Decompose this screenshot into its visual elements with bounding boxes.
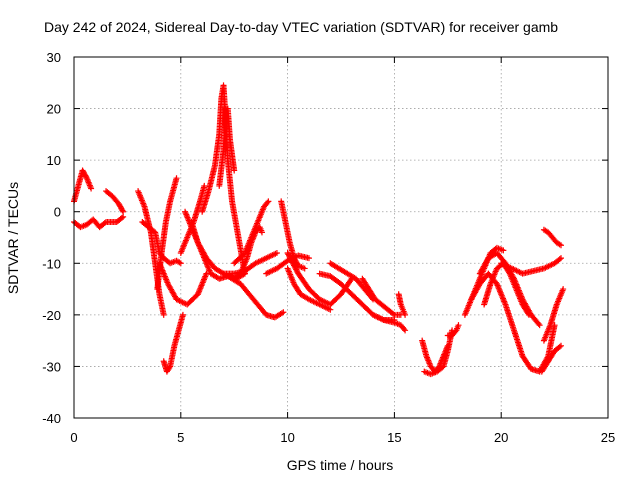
series-arc-09 xyxy=(177,182,208,256)
x-tick-label: 10 xyxy=(280,430,294,445)
y-tick-label: -40 xyxy=(42,411,61,426)
data-point xyxy=(556,256,563,263)
data-point xyxy=(525,310,532,317)
data-point xyxy=(525,311,532,318)
x-tick-label: 25 xyxy=(601,430,615,445)
data-layer xyxy=(71,82,567,378)
data-point xyxy=(560,286,567,293)
series-arc-34 xyxy=(498,255,565,277)
y-tick-label: -30 xyxy=(42,359,61,374)
tick-layer: 0 5 10 15 20 25 -40 -30 -20 -10 0 10 20 30 xyxy=(42,50,615,445)
data-point xyxy=(120,208,127,215)
data-point xyxy=(556,343,563,350)
data-point xyxy=(402,327,409,334)
series-arc-12 xyxy=(216,105,238,189)
x-tick-label: 15 xyxy=(387,430,401,445)
data-point xyxy=(452,328,459,335)
data-point xyxy=(173,175,180,182)
series-arc-17 xyxy=(237,280,287,321)
series-arc-03 xyxy=(103,188,127,215)
y-tick-label: -10 xyxy=(42,256,61,271)
chart-title: Day 242 of 2024, Sidereal Day-to-day VTE… xyxy=(44,19,558,35)
y-axis-label: SDTVAR / TECUs xyxy=(5,182,21,294)
series-arc-20 xyxy=(284,249,355,308)
data-point xyxy=(535,320,542,327)
grid-layer xyxy=(74,57,608,418)
data-point xyxy=(558,242,565,249)
series-arc-37 xyxy=(538,342,565,375)
data-point xyxy=(401,326,408,333)
series-arc-19 xyxy=(278,198,308,272)
y-tick-label: -20 xyxy=(42,308,61,323)
y-tick-label: 30 xyxy=(47,50,61,65)
data-point xyxy=(88,185,95,192)
data-point xyxy=(83,173,90,180)
data-point xyxy=(536,322,543,329)
data-point xyxy=(301,265,308,272)
data-point xyxy=(231,167,238,174)
data-point xyxy=(455,322,462,329)
series-arc-24 xyxy=(359,275,404,318)
data-point xyxy=(201,182,208,189)
x-axis-label: GPS time / hours xyxy=(287,457,394,473)
data-point xyxy=(500,247,507,254)
data-point xyxy=(273,249,280,256)
plot-border xyxy=(73,56,609,419)
data-point xyxy=(280,309,287,316)
data-point xyxy=(402,311,409,318)
data-point xyxy=(119,207,126,214)
data-point xyxy=(390,310,397,317)
data-point xyxy=(327,306,334,313)
series-arc-26 xyxy=(395,291,409,318)
data-point xyxy=(305,255,312,262)
data-point xyxy=(166,364,173,371)
series-arc-16 xyxy=(231,224,265,282)
data-point xyxy=(101,220,108,227)
y-tick-label: 0 xyxy=(54,205,61,220)
data-point xyxy=(258,229,265,236)
y-tick-label: 10 xyxy=(47,153,61,168)
series-arc-07 xyxy=(154,175,180,293)
data-point xyxy=(558,255,565,262)
data-point xyxy=(160,311,167,318)
series-arc-36 xyxy=(540,286,567,344)
data-point xyxy=(558,342,565,349)
x-tick-label: 0 xyxy=(70,430,77,445)
data-point xyxy=(118,214,125,221)
series-arc-25 xyxy=(370,311,409,334)
data-point xyxy=(120,213,127,220)
data-point xyxy=(177,260,184,267)
series-arc-06 xyxy=(160,311,186,375)
series-arc-21 xyxy=(284,265,334,313)
data-point xyxy=(179,311,186,318)
y-tick-label: 20 xyxy=(47,102,61,117)
data-point xyxy=(264,199,271,206)
series-arc-08 xyxy=(156,260,210,308)
x-tick-label: 5 xyxy=(177,430,184,445)
data-point xyxy=(265,198,272,205)
series-arc-35 xyxy=(540,226,565,249)
x-tick-label: 20 xyxy=(494,430,508,445)
series-arc-02 xyxy=(71,213,127,231)
series-arc-29 xyxy=(444,322,462,339)
